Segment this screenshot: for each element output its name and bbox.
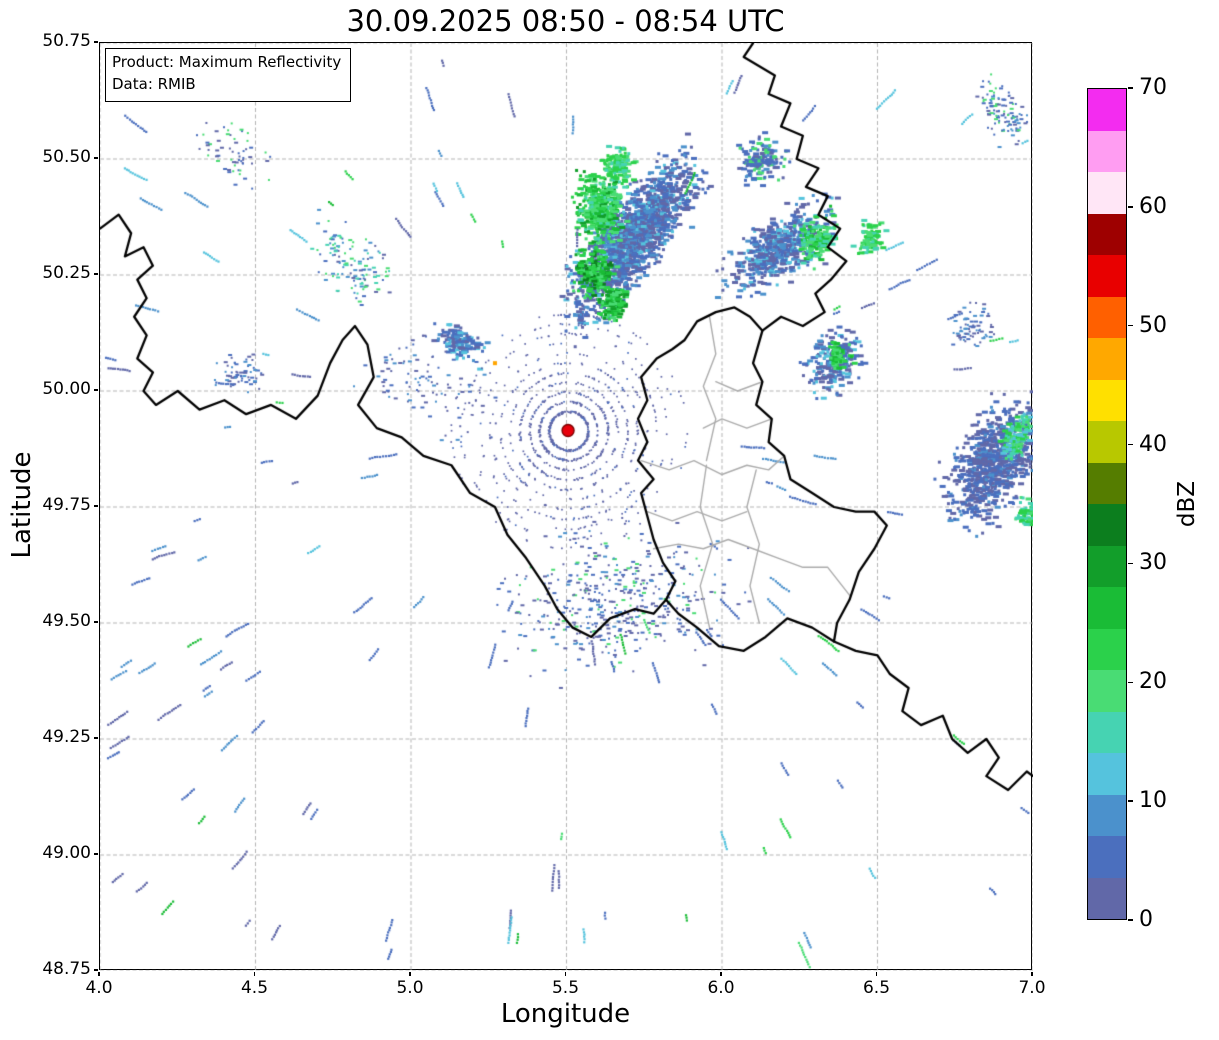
- annotation-product-line: Product: Maximum Reflectivity: [112, 53, 342, 71]
- x-tick-label: 6.0: [707, 978, 735, 998]
- y-tick-label: 49.75: [42, 495, 91, 515]
- colorbar-tick-mark: [1128, 87, 1133, 89]
- colorbar-segment: [1088, 794, 1126, 836]
- y-tick-mark: [93, 621, 98, 623]
- x-tick-label: 4.5: [240, 978, 269, 998]
- colorbar-tick-label: 40: [1139, 431, 1167, 457]
- x-tick-label: 5.0: [396, 978, 424, 998]
- x-tick-label: 7.0: [1018, 978, 1046, 998]
- colorbar-tick-label: 70: [1139, 75, 1167, 100]
- colorbar-tick-mark: [1128, 562, 1133, 565]
- x-axis-label: Longitude: [500, 999, 631, 1029]
- colorbar-segment: [1088, 462, 1126, 504]
- colorbar-segment: [1088, 545, 1126, 587]
- colorbar-segment: [1088, 877, 1126, 919]
- colorbar-segment: [1088, 255, 1126, 297]
- y-tick-label: 49.25: [42, 727, 91, 747]
- colorbar-tick-mark: [1128, 206, 1133, 208]
- colorbar-segment: [1088, 172, 1126, 214]
- colorbar-segment: [1088, 504, 1126, 546]
- radar-map-canvas: [100, 43, 1033, 971]
- colorbar-unit-label: dBZ: [1174, 480, 1200, 528]
- y-tick-mark: [93, 969, 98, 971]
- chart-title: 30.09.2025 08:50 - 08:54 UTC: [346, 4, 785, 38]
- colorbar-segment: [1088, 753, 1126, 795]
- x-tick-mark: [720, 971, 722, 976]
- colorbar-tick-mark: [1128, 443, 1133, 446]
- y-tick-mark: [93, 737, 98, 739]
- x-tick-mark: [1031, 971, 1033, 976]
- y-tick-label: 50.25: [42, 263, 91, 283]
- colorbar-tick-label: 0: [1139, 907, 1153, 932]
- colorbar-segment: [1088, 836, 1126, 878]
- colorbar-segment: [1088, 338, 1126, 380]
- x-tick-mark: [98, 971, 100, 976]
- colorbar-tick-mark: [1128, 325, 1133, 327]
- colorbar-tick-label: 10: [1139, 788, 1167, 814]
- x-tick-mark: [253, 971, 256, 976]
- y-tick-label: 50.00: [42, 379, 91, 399]
- y-tick-mark: [93, 273, 98, 275]
- colorbar-segment: [1088, 213, 1126, 255]
- colorbar-segment: [1088, 670, 1126, 712]
- y-tick-label: 49.50: [42, 611, 91, 631]
- x-tick-mark: [564, 971, 567, 976]
- colorbar-tick-mark: [1128, 919, 1133, 921]
- colorbar-segment: [1088, 421, 1126, 463]
- y-tick-mark: [93, 505, 98, 507]
- colorbar-segment: [1088, 628, 1126, 670]
- colorbar-tick-label: 50: [1139, 312, 1167, 338]
- y-tick-label: 50.75: [42, 31, 91, 51]
- colorbar-segment: [1088, 130, 1126, 172]
- x-tick-label: 5.5: [551, 978, 580, 998]
- product-annotation-box: Product: Maximum Reflectivity Data: RMIB: [105, 48, 352, 102]
- annotation-data-line: Data: RMIB: [112, 74, 196, 93]
- colorbar-segment: [1088, 379, 1126, 421]
- colorbar-segment: [1088, 296, 1126, 338]
- y-tick-label: 48.75: [42, 959, 91, 979]
- colorbar-segment: [1088, 587, 1126, 629]
- colorbar-tick-mark: [1128, 800, 1133, 802]
- x-tick-label: 6.5: [862, 978, 891, 998]
- plot-area: Product: Maximum Reflectivity Data: RMIB: [99, 42, 1033, 971]
- x-tick-label: 4.0: [85, 978, 113, 998]
- x-tick-mark: [409, 971, 411, 976]
- colorbar-segment: [1088, 711, 1126, 753]
- colorbar: [1087, 88, 1127, 920]
- y-tick-mark: [93, 41, 98, 43]
- colorbar-tick-label: 30: [1139, 550, 1167, 576]
- y-tick-label: 49.00: [42, 843, 91, 863]
- y-tick-mark: [93, 157, 98, 159]
- colorbar-segment: [1088, 89, 1126, 131]
- y-tick-mark: [93, 389, 98, 391]
- colorbar-tick-mark: [1128, 681, 1133, 683]
- y-tick-label: 50.50: [42, 147, 91, 167]
- colorbar-tick-label: 20: [1139, 669, 1167, 695]
- y-tick-mark: [93, 853, 98, 855]
- x-tick-mark: [875, 971, 878, 976]
- colorbar-tick-label: 60: [1139, 193, 1167, 219]
